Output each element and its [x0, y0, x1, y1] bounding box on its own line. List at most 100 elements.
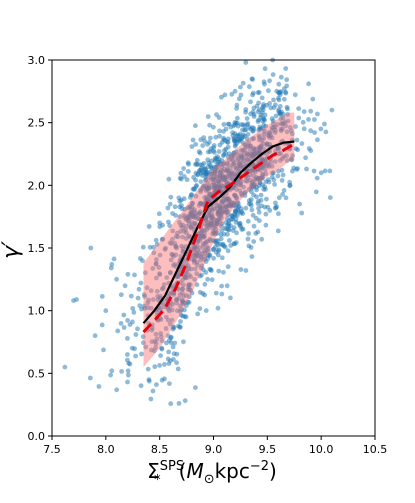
scatter-point — [203, 259, 209, 264]
scatter-point — [131, 310, 137, 315]
scatter-point — [127, 322, 133, 327]
scatter-point — [308, 108, 314, 114]
scatter-point — [251, 128, 256, 134]
scatter-point — [268, 105, 274, 111]
scatter-point — [249, 254, 255, 259]
scatter-point — [258, 115, 264, 120]
scatter-point — [87, 375, 93, 381]
scatter-point — [217, 128, 222, 134]
scatter-point — [294, 137, 300, 143]
scatter-point — [157, 220, 163, 226]
scatter-point — [245, 236, 251, 242]
scatter-point — [141, 292, 147, 297]
scatter-point — [251, 173, 256, 179]
scatter-point — [135, 295, 141, 301]
scatter-point — [262, 167, 268, 172]
scatter-point — [276, 211, 281, 217]
scatter-point — [284, 129, 290, 135]
scatter-point — [189, 144, 195, 150]
scatter-point — [157, 224, 163, 230]
scatter-point — [301, 126, 307, 132]
scatter-point — [220, 204, 226, 210]
scatter-point — [125, 368, 131, 374]
scatter-point — [257, 126, 263, 132]
scatter-point — [224, 283, 230, 289]
scatter-point — [213, 290, 219, 296]
scatter-point — [243, 60, 249, 65]
scatter-point — [289, 157, 295, 163]
band-area — [143, 112, 295, 368]
scatter-point — [254, 194, 259, 200]
scatter-point — [244, 116, 250, 121]
scatter-point — [259, 236, 265, 242]
scatter-point — [289, 131, 295, 137]
scatter-point — [283, 123, 289, 129]
scatter-point — [203, 270, 209, 275]
scatter-point — [259, 95, 265, 101]
scatter-point — [132, 272, 137, 278]
scatter-point — [154, 382, 159, 387]
scatter-point — [198, 189, 204, 195]
y-tick-label: 3.0 — [28, 54, 46, 67]
scatter-point — [329, 107, 335, 113]
scatter-point — [271, 97, 276, 103]
scatter-point — [183, 314, 189, 320]
scatter-point — [224, 210, 229, 215]
scatter-point — [223, 146, 229, 152]
scatter-point — [109, 368, 115, 374]
scatter-point — [284, 83, 290, 89]
model-dashed-line — [142, 142, 296, 334]
scatter-point — [154, 257, 159, 262]
scatter-point — [251, 105, 257, 111]
scatter-point — [125, 318, 130, 323]
scatter-point — [143, 344, 149, 350]
scatter-point — [222, 92, 228, 98]
scatter-point — [178, 319, 183, 324]
scatter-point — [278, 128, 284, 134]
scatter-point — [236, 96, 242, 102]
scatter-point — [219, 291, 225, 297]
scatter-point — [194, 282, 200, 288]
scatter-point — [246, 231, 252, 236]
scatter-point — [185, 169, 191, 174]
scatter-point — [193, 193, 199, 199]
scatter-point — [121, 325, 127, 330]
scatter-point — [221, 122, 227, 127]
scatter-point — [306, 81, 311, 87]
scatter-point — [194, 183, 199, 188]
scatter-point — [156, 265, 162, 270]
scatter-point — [150, 388, 156, 394]
scatter-point — [177, 303, 183, 309]
scatter-point — [267, 135, 272, 140]
scatter-point — [215, 305, 221, 311]
scatter-point — [137, 303, 143, 308]
scatter-point — [312, 130, 317, 136]
scatter-point — [109, 262, 115, 267]
scatter-point — [153, 345, 159, 350]
scatter-point — [299, 210, 305, 216]
scatter-point — [267, 78, 272, 84]
scatter-point — [227, 238, 232, 243]
scatter-point — [211, 185, 216, 191]
scatter-point — [318, 126, 324, 132]
scatter-point — [285, 106, 290, 112]
scatter-point — [217, 207, 223, 213]
scatter-point — [171, 324, 177, 330]
scatter-point — [172, 204, 178, 210]
scatter-point — [292, 92, 298, 98]
scatter-point — [164, 275, 170, 280]
scatter-point — [153, 331, 159, 337]
scatter-point — [311, 168, 317, 174]
scatter-point — [140, 244, 146, 250]
scatter-point — [277, 92, 283, 98]
scatter-point — [322, 121, 327, 127]
scatter-point — [189, 290, 195, 296]
scatter-point — [280, 192, 285, 197]
scatter-point — [211, 171, 217, 177]
scatter-point — [178, 170, 184, 176]
scatter-point — [141, 303, 147, 309]
scatter-point — [205, 114, 211, 119]
scatter-point — [259, 203, 264, 209]
scatter-point — [261, 79, 267, 85]
scatter-point — [197, 273, 203, 279]
